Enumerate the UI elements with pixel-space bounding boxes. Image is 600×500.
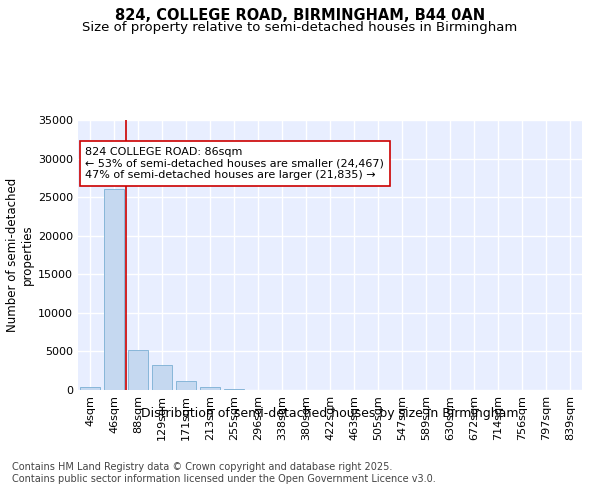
Bar <box>128 350 148 390</box>
Bar <box>200 387 220 390</box>
Text: 824, COLLEGE ROAD, BIRMINGHAM, B44 0AN: 824, COLLEGE ROAD, BIRMINGHAM, B44 0AN <box>115 8 485 22</box>
Y-axis label: Number of semi-detached
properties: Number of semi-detached properties <box>6 178 34 332</box>
Bar <box>152 366 172 390</box>
Text: Contains HM Land Registry data © Crown copyright and database right 2025.
Contai: Contains HM Land Registry data © Crown c… <box>12 462 436 484</box>
Text: Size of property relative to semi-detached houses in Birmingham: Size of property relative to semi-detach… <box>82 21 518 34</box>
Text: 824 COLLEGE ROAD: 86sqm
← 53% of semi-detached houses are smaller (24,467)
47% o: 824 COLLEGE ROAD: 86sqm ← 53% of semi-de… <box>85 147 384 180</box>
Bar <box>104 190 124 390</box>
Bar <box>176 380 196 390</box>
Text: Distribution of semi-detached houses by size in Birmingham: Distribution of semi-detached houses by … <box>141 408 519 420</box>
Bar <box>80 387 100 390</box>
Bar <box>224 389 244 390</box>
